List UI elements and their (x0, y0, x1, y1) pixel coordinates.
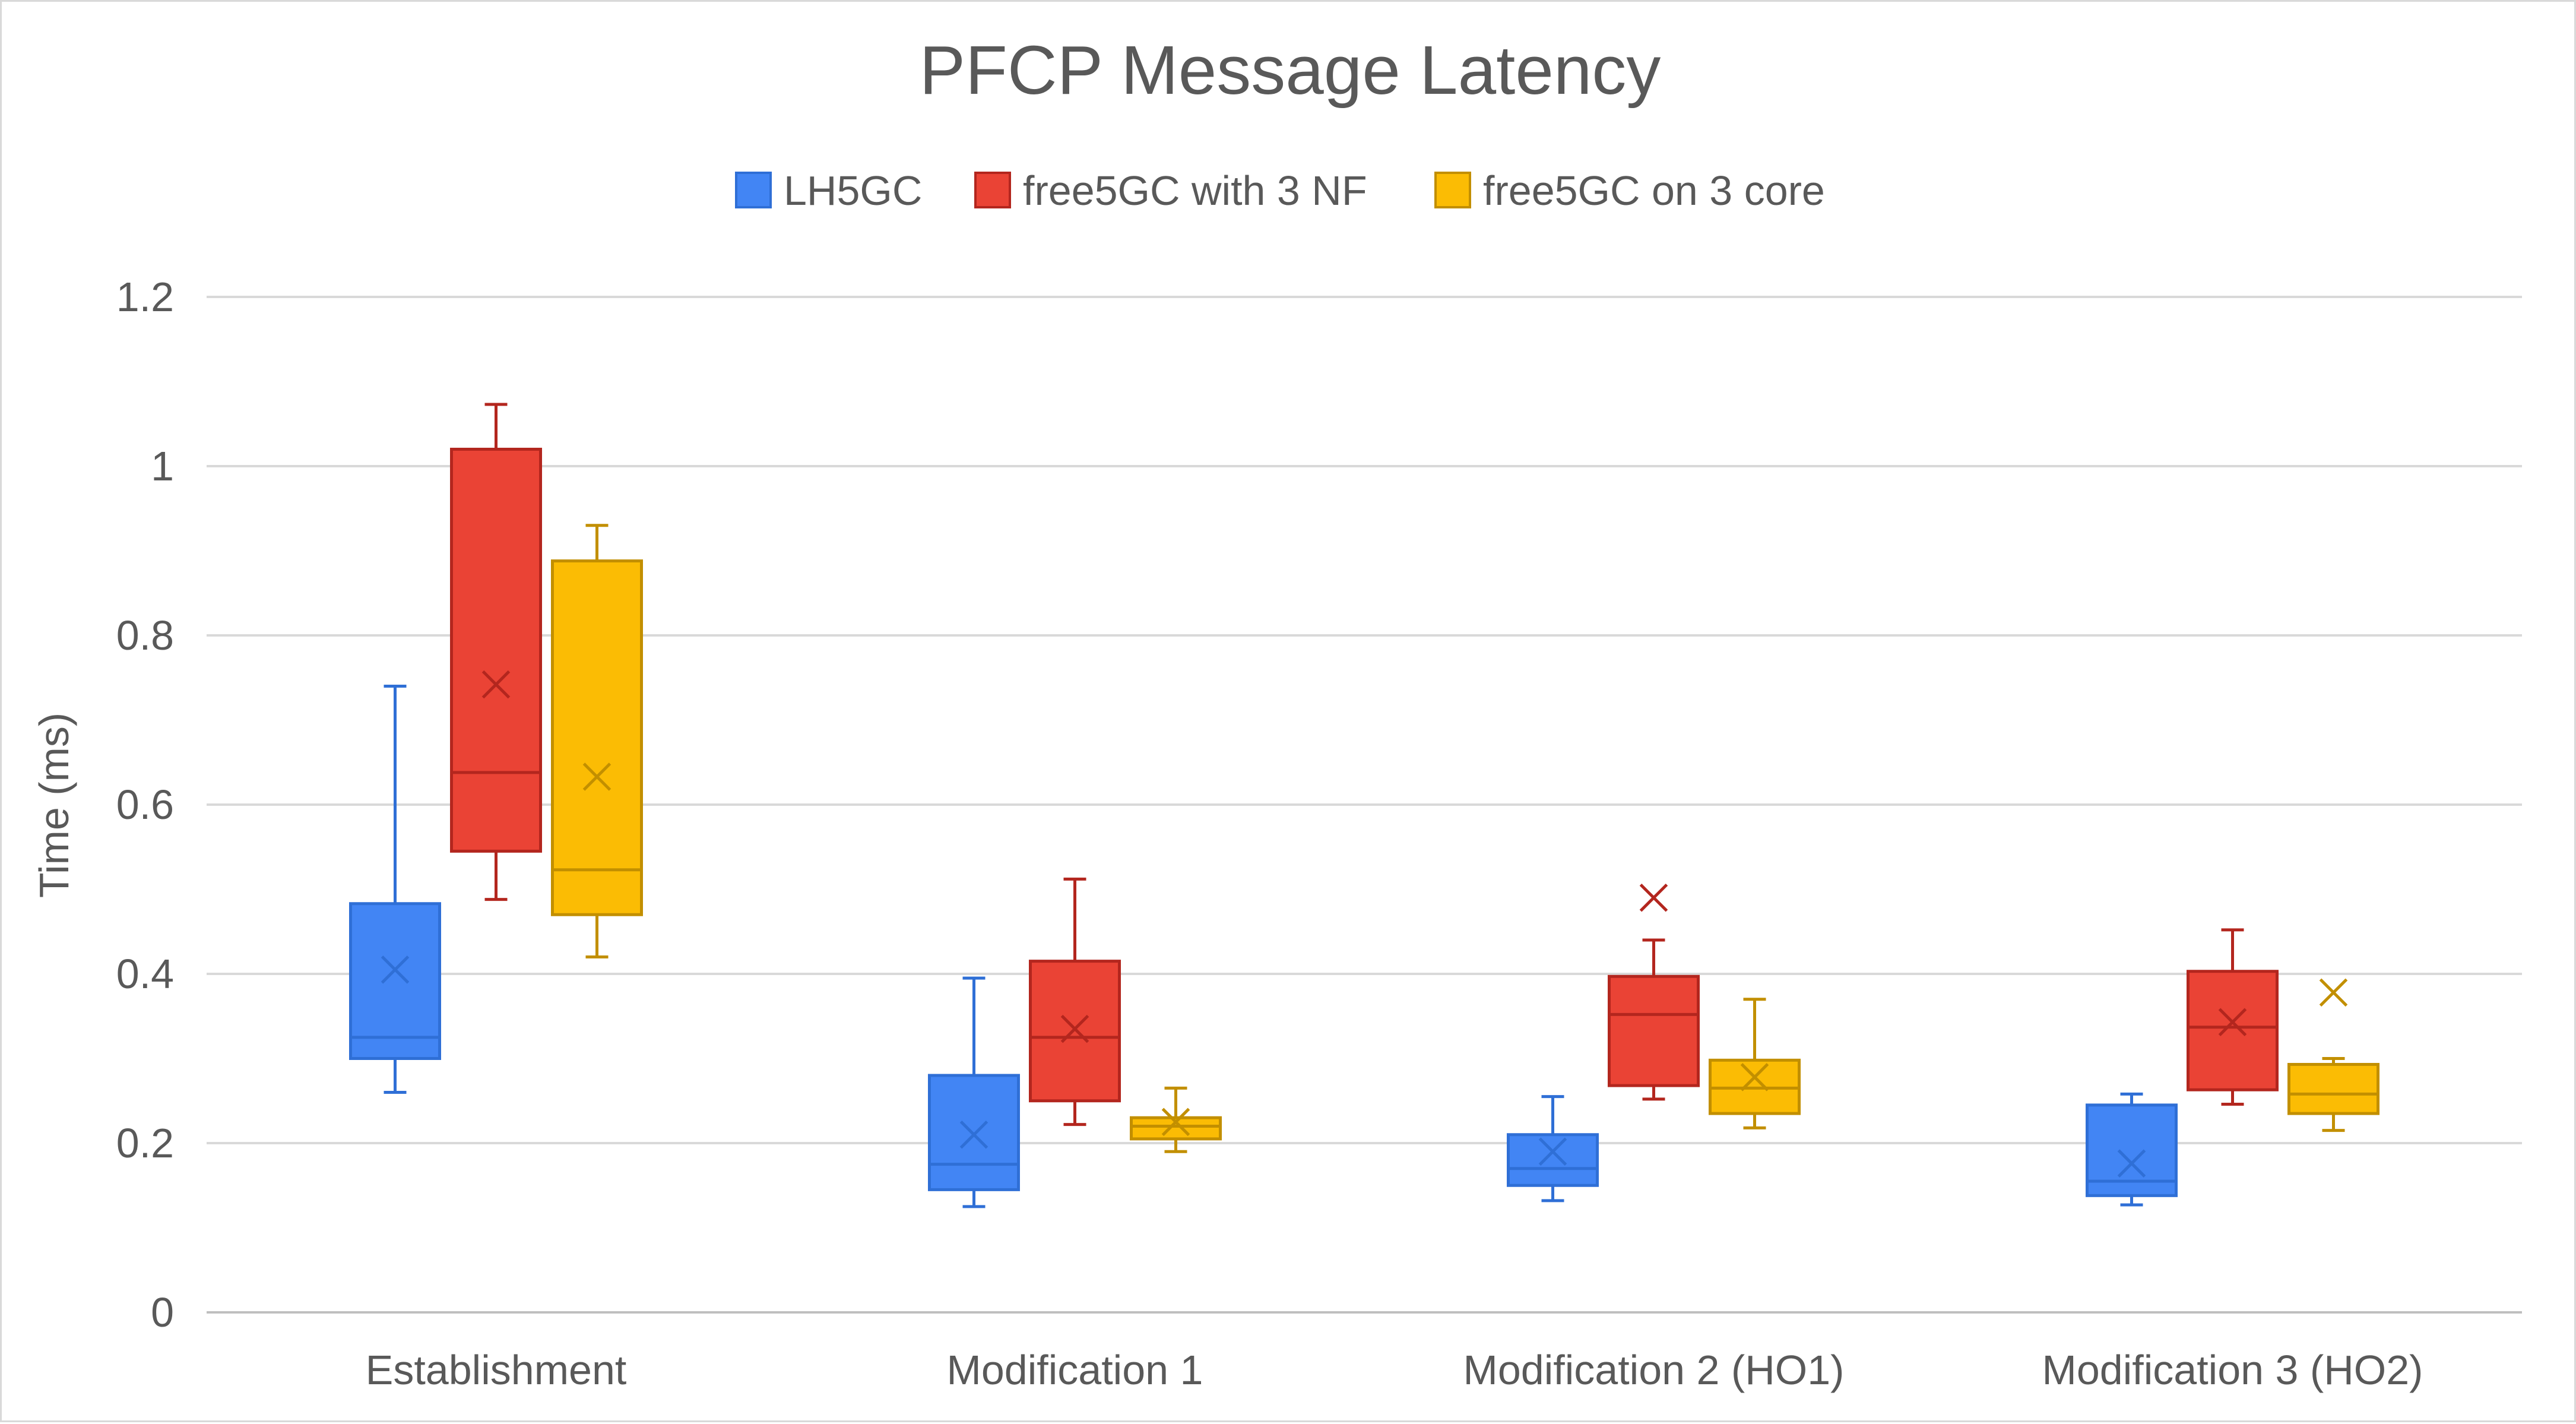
box-1-1 (349, 685, 441, 1094)
box-1-3 (1507, 1095, 1599, 1203)
iqr-box (1029, 960, 1121, 1103)
mean-marker (582, 762, 611, 791)
mean-marker (481, 670, 511, 699)
y-tick-label: 0.4 (116, 951, 174, 997)
mean-marker (2319, 978, 2348, 1007)
legend-swatch (1434, 172, 1471, 208)
box-2-3 (1608, 883, 1700, 1101)
y-tick-label: 1 (151, 443, 174, 489)
mean-marker (2117, 1149, 2146, 1178)
mean-marker (1060, 1014, 1089, 1043)
y-axis-label: Time (ms) (31, 713, 77, 898)
legend-label: free5GC on 3 core (1483, 167, 1825, 214)
x-tick-label: Modification 3 (HO2) (2042, 1347, 2423, 1393)
y-tick-label: 0.6 (116, 781, 174, 828)
mean-marker (959, 1120, 988, 1149)
legend-label: LH5GC (784, 167, 922, 214)
mean-marker (1161, 1107, 1190, 1137)
iqr-box (1608, 974, 1700, 1087)
iqr-box (928, 1074, 1020, 1191)
iqr-box (2287, 1062, 2379, 1115)
y-tick-label: 0 (151, 1289, 174, 1336)
box-2-4 (2187, 928, 2279, 1106)
legend-swatch (735, 172, 772, 208)
x-tick-label: Modification 2 (HO1) (1463, 1347, 1845, 1393)
iqr-box (551, 559, 643, 916)
mean-marker (2218, 1008, 2247, 1036)
mean-marker (1639, 883, 1668, 912)
box-3-2 (1130, 1086, 1222, 1153)
box-3-3 (1709, 998, 1801, 1129)
y-tick-label: 1.2 (116, 274, 174, 320)
box-3-4 (2287, 978, 2379, 1132)
y-axis-ticks: 0 0.2 0.4 0.6 0.8 1 1.2 (116, 274, 174, 1336)
iqr-box (2187, 970, 2279, 1091)
box-1-4 (2086, 1092, 2178, 1207)
box-3-1 (551, 524, 643, 958)
iqr-box (349, 902, 441, 1060)
iqr-box (450, 448, 542, 853)
mean-marker (1538, 1137, 1567, 1166)
box-2-1 (450, 403, 542, 901)
iqr-box (1507, 1133, 1599, 1187)
legend: LH5GC free5GC with 3 NF free5GC on 3 core (735, 167, 1825, 214)
mean-marker (1740, 1063, 1769, 1091)
box-1-2 (928, 976, 1020, 1208)
box-series (349, 403, 2379, 1208)
legend-label: free5GC with 3 NF (1023, 167, 1367, 214)
y-tick-label: 0.2 (116, 1120, 174, 1166)
legend-swatch (974, 172, 1011, 208)
chart-title: PFCP Message Latency (920, 31, 1661, 109)
box-2-2 (1029, 877, 1121, 1126)
x-axis-categories: Establishment Modification 1 Modification … (366, 1347, 2423, 1393)
y-tick-label: 0.8 (116, 612, 174, 659)
x-tick-label: Modification 1 (947, 1347, 1203, 1393)
mean-marker (381, 955, 410, 984)
x-tick-label: Establishment (366, 1347, 627, 1393)
